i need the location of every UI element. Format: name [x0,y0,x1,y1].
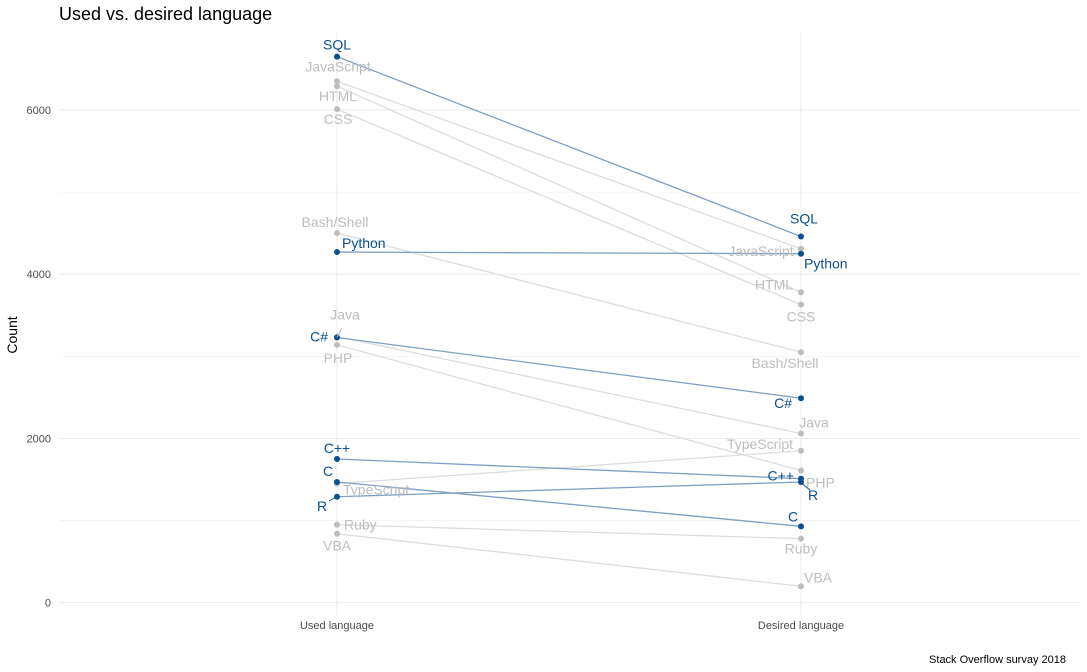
point-vba-used [334,530,340,537]
label-typescript-used: TypeScript [343,482,409,498]
point-bash-shell-desired [798,349,804,356]
label-vba-used: VBA [323,538,352,554]
label-css-used: CSS [324,111,353,127]
label-r-desired: R [808,487,818,503]
y-tick-label: 6000 [27,105,51,117]
label-leader-java [336,327,343,338]
label-ruby-used: Ruby [344,517,377,533]
label-c-used: C [323,463,333,479]
x-tick-label: Used language [300,620,374,632]
point-ruby-desired [798,535,804,542]
point-bash-shell-used [334,230,340,237]
label-php-desired: PHP [806,474,835,490]
label-java-desired: Java [799,415,829,431]
y-axis-ticks: 0 2000 4000 6000 [27,105,51,610]
label-leader-r [328,496,337,502]
series-points [334,53,804,590]
point-css-desired [798,301,804,308]
label-html-desired: HTML [755,276,793,292]
label-cpp-used: C++ [324,440,350,456]
series-lines [336,56,802,587]
label-csharp-desired: C# [774,395,792,411]
label-python-used: Python [342,235,386,251]
series-line-r [336,481,802,498]
series-line-css [336,108,802,306]
series-labels: JavaScript JavaScript HTML HTML CSS CSS Bash/S… [302,37,848,586]
label-r-used: R [317,498,327,514]
point-sql-used [334,53,340,60]
label-bash-shell-desired: Bash/Shell [752,355,819,371]
label-python-desired: Python [804,256,848,272]
caption: Stack Overflow survay 2018 [929,654,1066,666]
point-cpp-used [334,455,340,462]
series-line-typescript [336,450,802,485]
label-java-used: Java [330,307,360,323]
point-javascript-desired [798,245,804,252]
y-tick-label: 2000 [27,433,51,445]
label-ruby-desired: Ruby [785,541,818,557]
label-leader-r [800,482,811,491]
point-c-desired [798,523,804,530]
series-line-bash-shell [336,232,802,353]
series-line-vba [336,533,802,587]
label-sql-desired: SQL [790,210,818,226]
point-java-desired [798,430,804,437]
point-html-used [334,83,340,90]
point-css-used [334,106,340,113]
y-axis-label: Count [4,316,20,353]
point-html-desired [798,289,804,296]
series-line-php [336,344,802,472]
series-line-javascript [336,80,802,250]
label-javascript-desired: JavaScript [728,243,793,259]
label-php-used: PHP [324,350,353,366]
label-sql-used: SQL [323,37,351,53]
series-line-cpp [336,458,802,480]
point-r-desired [798,478,804,485]
point-python-used [334,249,340,256]
series-line-python [336,251,802,255]
label-typescript-desired: TypeScript [727,436,793,452]
chart-title: Used vs. desired language [59,4,272,24]
label-vba-desired: VBA [804,569,833,585]
series-line-java [336,336,802,435]
point-c-used [334,478,340,485]
label-bash-shell-used: Bash/Shell [302,214,369,230]
label-javascript-used: JavaScript [305,58,370,74]
point-javascript-used [334,78,340,85]
label-csharp-used: C# [310,328,328,344]
series-line-html [336,85,802,293]
point-r-used [334,493,340,500]
label-css-desired: CSS [787,309,816,325]
point-csharp-desired [798,395,804,402]
point-php-used [334,341,340,348]
x-axis-ticks: Used language Desired language [300,620,844,632]
x-tick-label: Desired language [758,620,844,632]
point-php-desired [798,467,804,474]
point-ruby-used [334,521,340,528]
y-tick-label: 4000 [27,269,51,281]
series-line-csharp [336,336,802,399]
series-line-ruby [336,524,802,540]
label-html-used: HTML [319,88,357,104]
grid [59,32,1080,615]
point-vba-desired [798,583,804,590]
label-cpp-desired: C++ [768,468,794,484]
series-line-sql [336,56,802,238]
point-sql-desired [798,233,804,240]
point-typescript-desired [798,447,804,454]
point-csharp-used [334,334,340,341]
label-c-desired: C [788,508,798,524]
point-python-desired [798,250,804,257]
y-tick-label: 0 [45,598,51,610]
series-line-c [336,481,802,527]
